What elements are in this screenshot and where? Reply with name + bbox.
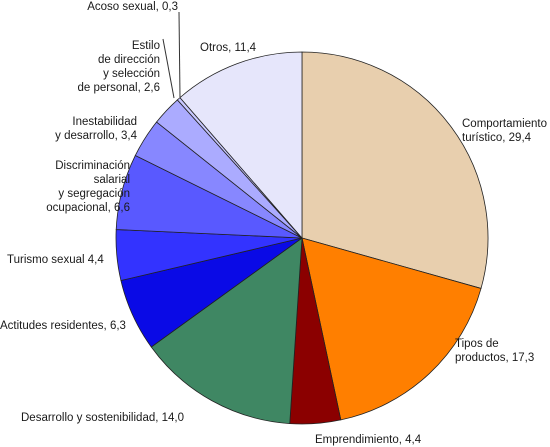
slice-label-line: Acoso sexual, 0,3	[87, 1, 178, 13]
slice-label-line: y segregación	[58, 188, 130, 200]
slice-label-line: Turismo sexual 4,4	[7, 254, 104, 266]
slice-label-line: Tipos de	[455, 338, 499, 350]
slice-label-line: Desarrollo y sostenibilidad, 14,0	[21, 412, 184, 424]
slice-label-line: salarial	[94, 174, 130, 186]
slice-label-3: Desarrollo y sostenibilidad, 14,0	[21, 412, 184, 424]
slice-label-line: Emprendimiento, 4,4	[315, 434, 422, 446]
pie-slice-3	[150, 237, 303, 425]
slice-label-line: Discriminación	[55, 160, 130, 172]
slice-label-2: Emprendimiento, 4,4	[315, 434, 422, 446]
slice-label-0: Comportamiento turístico, 29,4	[462, 118, 547, 144]
pie-slices	[115, 51, 489, 425]
slice-label-line: Actitudes residentes, 6,3	[0, 320, 126, 332]
slice-label-line: y selección	[103, 68, 160, 80]
slice-label-line: productos, 17,3	[455, 352, 534, 364]
slice-label-line: Otros, 11,4	[200, 42, 257, 54]
slice-label-line: turístico, 29,4	[462, 132, 532, 144]
leader-line-8	[162, 38, 175, 99]
pie-slice-10	[179, 51, 303, 240]
pie-slice-1	[301, 237, 482, 421]
slice-label-8: Estilo de dirección y selección de personal…	[78, 40, 160, 94]
slice-label-line: y desarrollo, 3,4	[55, 130, 137, 142]
slice-label-line: de personal, 2,6	[78, 82, 160, 94]
slice-label-5: Turismo sexual 4,4	[7, 254, 104, 266]
slice-label-line: Comportamiento	[462, 118, 547, 130]
slice-label-1: Tipos de productos, 17,3	[455, 338, 534, 364]
slice-label-4: Actitudes residentes, 6,3	[0, 320, 126, 332]
slice-label-6: Discriminación salarial y segregación ocupa…	[46, 160, 130, 214]
pie-slice-0	[301, 51, 489, 289]
slice-label-line: ocupacional, 6,6	[46, 202, 130, 214]
slice-label-line: Estilo	[132, 40, 160, 52]
slice-label-7: Inestabilidad y desarrollo, 3,4	[55, 116, 137, 142]
slice-label-10: Otros, 11,4	[200, 42, 257, 54]
leader-lines	[162, 11, 181, 99]
leader-line-9	[178, 11, 181, 98]
slice-label-line: de dirección	[98, 54, 160, 66]
slice-label-9: Acoso sexual, 0,3	[87, 1, 178, 13]
slice-label-line: Inestabilidad	[72, 116, 137, 128]
